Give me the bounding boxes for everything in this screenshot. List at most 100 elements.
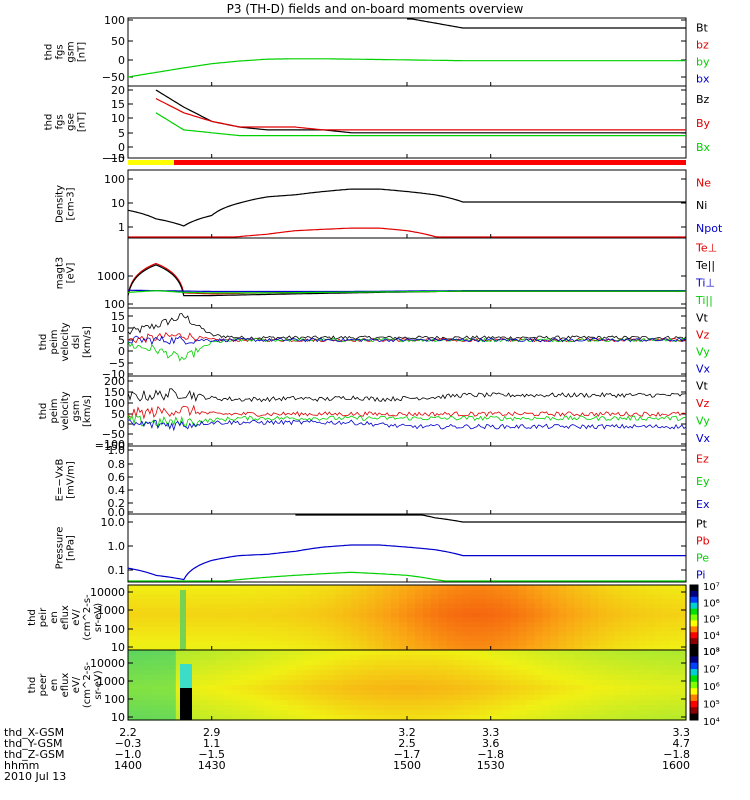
- spectrogram-cell: [662, 695, 671, 701]
- spectrogram-cell: [510, 675, 520, 681]
- spectrogram-cell: [582, 589, 591, 595]
- spectrogram-cell: [582, 685, 591, 691]
- spectrogram-cell: [590, 612, 599, 619]
- spectrogram-cell: [343, 622, 352, 628]
- spectrogram-cell: [638, 715, 647, 721]
- spectrogram-cell: [622, 636, 631, 642]
- spectrogram-cell: [279, 589, 289, 595]
- spectrogram-cell: [351, 665, 360, 671]
- spectrogram-cell: [255, 626, 265, 633]
- spectrogram-cell: [351, 690, 360, 696]
- spectrogram-cell: [191, 617, 201, 623]
- spectrogram-cell: [430, 617, 440, 623]
- spectrogram-cell: [255, 705, 265, 711]
- spectrogram-cell: [462, 660, 472, 666]
- y-axis-label: Pressure: [55, 527, 66, 570]
- spectrogram-cell: [654, 685, 663, 691]
- spectrogram-cell: [223, 598, 233, 605]
- spectrogram-cell: [359, 603, 368, 609]
- spectrogram-cell: [359, 631, 368, 637]
- spectrogram-cell: [518, 612, 528, 619]
- spectrogram-cell: [128, 608, 137, 614]
- spectrogram-cell: [678, 670, 687, 676]
- spectrogram-cell: [311, 622, 320, 628]
- spectrogram-cell: [335, 660, 344, 666]
- spectrogram-cell: [319, 589, 328, 595]
- spectrogram-cell: [295, 608, 304, 614]
- spectrogram-cell: [518, 695, 528, 701]
- spectrogram-cell: [287, 670, 296, 676]
- spectrogram-cell: [670, 695, 679, 701]
- spectrogram-cell: [550, 715, 560, 721]
- spectrogram-cell: [590, 589, 599, 595]
- spectrogram-cell: [614, 603, 623, 609]
- spectrogram-cell: [470, 690, 480, 696]
- spectrogram-cell: [279, 626, 289, 633]
- legend-Pb: Pb: [696, 534, 710, 547]
- spectrogram-cell: [438, 594, 448, 600]
- spectrogram-cell: [407, 700, 416, 706]
- spectrogram-cell: [494, 598, 504, 605]
- y-tick-label: 15: [111, 310, 125, 323]
- spectrogram-cell: [343, 636, 352, 642]
- spectrogram-cell: [430, 710, 440, 716]
- spectrogram-cell: [462, 622, 472, 628]
- spectrogram-cell: [542, 645, 552, 651]
- spectrogram-cell: [375, 705, 384, 711]
- y-tick-label: 100: [104, 623, 125, 636]
- series-fgs-gsm-Bt: [407, 18, 686, 29]
- spectrogram-cell: [462, 594, 472, 600]
- spectrogram-cell: [319, 640, 328, 646]
- spectrogram-cell: [422, 715, 432, 721]
- spectrogram-cell: [303, 705, 312, 711]
- spectrogram-cell: [446, 660, 456, 666]
- spectrogram-cell: [295, 617, 304, 623]
- spectrogram-cell: [143, 589, 153, 595]
- spectrogram-cell: [566, 680, 575, 686]
- spectrogram-cell: [263, 631, 273, 637]
- spectrogram-cell: [646, 680, 655, 686]
- spectrogram-cell: [223, 636, 233, 642]
- panel-frame: [127, 445, 687, 515]
- spectrogram-cell: [462, 598, 472, 605]
- spectrogram-cell: [271, 598, 281, 605]
- y-tick-label: 15: [111, 98, 125, 111]
- spectrogram-cell: [598, 645, 607, 651]
- spectrogram-cell: [271, 622, 281, 628]
- spectrogram-cell: [566, 660, 575, 666]
- spectrogram-cell: [303, 626, 312, 633]
- spectrogram-cell: [422, 690, 432, 696]
- y-tick-label: 5: [118, 127, 125, 140]
- spectrogram-cell: [327, 650, 336, 656]
- spectrogram-cell: [279, 594, 289, 600]
- spectrogram-cell: [279, 617, 289, 623]
- spectrogram-cell: [295, 690, 304, 696]
- electron-spectrogram: [128, 650, 687, 721]
- spectrogram-cell: [151, 670, 161, 676]
- spectrogram-cell: [534, 705, 544, 711]
- spectrogram-cell: [359, 665, 368, 671]
- spectrogram-cell: [151, 690, 161, 696]
- spectrogram-cell: [470, 685, 480, 691]
- y-tick-label: 1.0: [108, 444, 126, 457]
- spectrogram-cell: [183, 636, 193, 642]
- spectrogram-cell: [630, 650, 639, 656]
- spectrogram-cell: [247, 675, 257, 681]
- spectrogram-cell: [502, 636, 512, 642]
- spectrogram-cell: [446, 636, 456, 642]
- spectrogram-cell: [383, 695, 392, 701]
- spectrogram-cell: [287, 685, 296, 691]
- spectrogram-cell: [335, 705, 344, 711]
- spectrogram-cell: [247, 603, 257, 609]
- spectrogram-cell: [558, 608, 568, 614]
- spectrogram-cell: [446, 608, 456, 614]
- spectrogram-cell: [542, 715, 552, 721]
- spectrogram-cell: [574, 690, 583, 696]
- spectrogram-cell: [191, 645, 201, 651]
- spectrogram-cell: [534, 645, 544, 651]
- spectrogram-cell: [255, 715, 265, 721]
- spectrogram-cell: [550, 598, 560, 605]
- spectrogram-burst: [180, 664, 192, 688]
- spectrogram-cell: [590, 631, 599, 637]
- spectrogram-cell: [654, 680, 663, 686]
